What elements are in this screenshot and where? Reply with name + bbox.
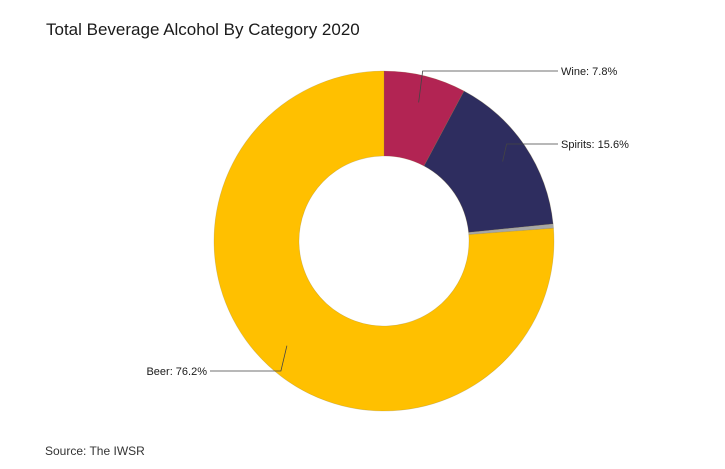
slice-wine <box>383 70 465 167</box>
leader-line-spirits <box>502 143 558 162</box>
chart-title: Total Beverage Alcohol By Category 2020 <box>46 20 360 39</box>
slice-label-wine: Wine: 7.8% <box>561 66 617 78</box>
leader-line-wine <box>418 70 558 103</box>
source-note: Source: The IWSR <box>45 444 145 458</box>
slice-other <box>468 223 554 235</box>
leader-line-beer <box>210 345 288 372</box>
slice-spirits <box>423 90 554 233</box>
slice-beer <box>213 70 555 412</box>
slice-label-beer: Beer: 76.2% <box>146 366 207 378</box>
slice-label-spirits: Spirits: 15.6% <box>561 139 629 151</box>
